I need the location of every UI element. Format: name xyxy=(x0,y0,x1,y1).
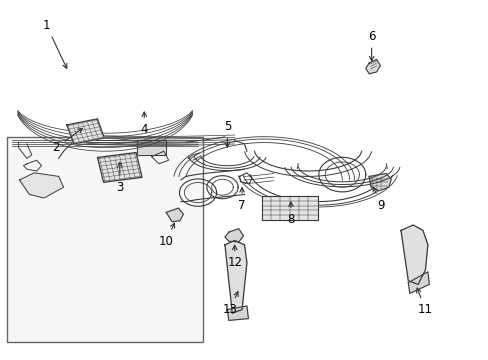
Polygon shape xyxy=(224,229,243,242)
Text: 2: 2 xyxy=(52,129,82,154)
Polygon shape xyxy=(98,153,142,182)
Text: 11: 11 xyxy=(416,288,432,316)
Polygon shape xyxy=(227,306,248,320)
Text: 4: 4 xyxy=(140,112,148,136)
Polygon shape xyxy=(261,196,317,220)
Polygon shape xyxy=(407,272,428,293)
Polygon shape xyxy=(137,140,166,155)
Polygon shape xyxy=(400,225,427,284)
Polygon shape xyxy=(66,119,104,144)
Text: 10: 10 xyxy=(159,223,174,248)
Text: 7: 7 xyxy=(238,188,245,212)
Bar xyxy=(7,137,203,342)
Text: 12: 12 xyxy=(227,245,242,269)
Polygon shape xyxy=(365,59,380,74)
Polygon shape xyxy=(166,208,183,222)
Text: 13: 13 xyxy=(222,292,238,316)
Text: 3: 3 xyxy=(116,162,123,194)
Polygon shape xyxy=(368,174,390,191)
Polygon shape xyxy=(20,173,63,198)
Text: 9: 9 xyxy=(372,187,385,212)
Polygon shape xyxy=(224,240,246,313)
Text: 5: 5 xyxy=(223,120,231,147)
Text: 1: 1 xyxy=(42,19,67,68)
Text: 6: 6 xyxy=(367,30,375,61)
Text: 8: 8 xyxy=(286,202,294,226)
